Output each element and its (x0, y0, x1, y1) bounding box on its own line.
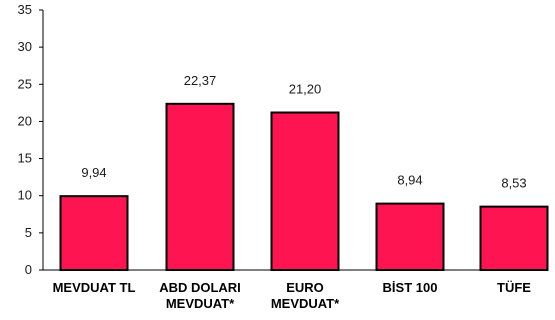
category-label: EURO (286, 280, 324, 295)
category-label: MEVDUAT TL (53, 280, 136, 295)
bar (59, 195, 129, 271)
data-label: 9,94 (81, 165, 106, 180)
y-tick-label: 35 (18, 2, 32, 17)
data-label: 21,20 (289, 82, 322, 97)
bar (375, 202, 445, 272)
y-axis: 0 5 10 15 20 25 30 35 (18, 2, 44, 277)
bar (479, 205, 549, 272)
data-labels: 9,94 22,37 21,20 8,94 8,53 (81, 73, 526, 191)
category-labels: MEVDUAT TL ABD DOLARIMEVDUAT*EUROMEVDUAT*… (53, 280, 532, 311)
bars (59, 102, 549, 272)
data-label: 22,37 (184, 73, 217, 88)
y-tick-label: 10 (18, 188, 32, 203)
category-label: BİST 100 (383, 280, 438, 295)
category-label: TÜFE (497, 280, 531, 295)
y-tick-label: 20 (18, 113, 32, 128)
bar (165, 102, 235, 271)
y-tick-label: 25 (18, 76, 32, 91)
category-label: ABD DOLARI (159, 280, 241, 295)
data-label: 8,94 (397, 173, 422, 188)
y-tick-label: 5 (25, 225, 32, 240)
category-label: MEVDUAT* (166, 296, 235, 311)
bar (270, 111, 340, 271)
category-label: MEVDUAT* (271, 296, 340, 311)
y-tick-label: 0 (25, 262, 32, 277)
y-tick-label: 15 (18, 151, 32, 166)
data-label: 8,53 (501, 176, 526, 191)
y-tick-label: 30 (18, 39, 32, 54)
